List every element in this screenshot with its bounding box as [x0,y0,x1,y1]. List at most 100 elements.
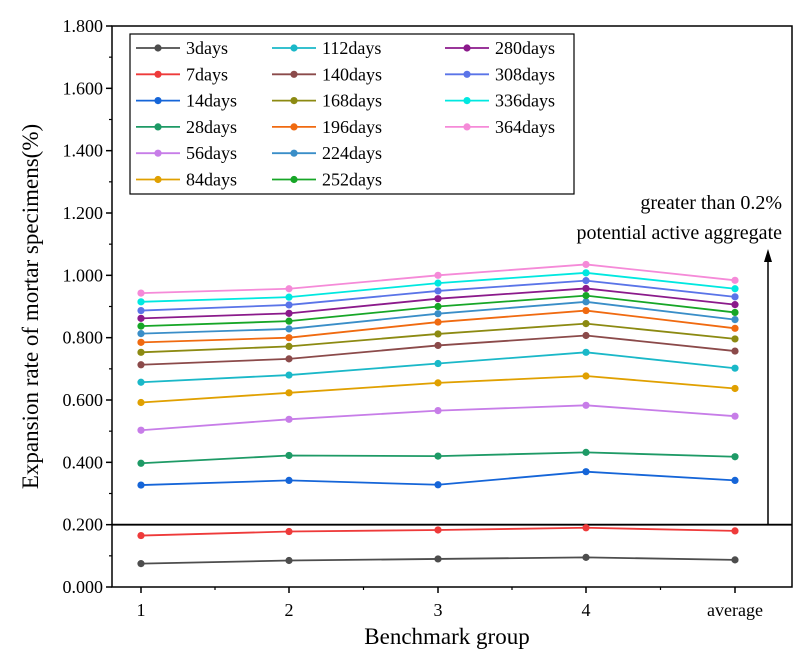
y-tick-label: 1.400 [63,141,104,161]
data-point [285,293,293,301]
legend-label: 308days [495,64,555,84]
data-point [137,348,145,356]
legend-label: 224days [322,143,382,163]
data-point [731,285,739,293]
data-point [731,556,739,564]
legend-swatch-marker [154,44,162,52]
legend-label: 7days [186,64,228,84]
data-point [137,481,145,489]
data-point [285,415,293,423]
legend-item: 336days [445,91,555,111]
legend-swatch-marker [290,70,298,78]
data-point [285,371,293,379]
data-point [434,310,442,318]
legend-swatch-marker [154,149,162,157]
data-point [434,406,442,415]
data-point [137,306,145,315]
data-point [137,298,145,306]
legend-item: 252days [272,170,382,190]
data-point [731,527,739,535]
legend-swatch-marker [290,149,298,157]
data-point [582,348,590,356]
series-196days [137,306,739,346]
data-point [434,526,442,534]
legend-label: 84days [186,170,237,190]
data-point [434,287,442,295]
data-point [285,527,293,536]
data-point [731,308,739,317]
data-point [731,476,739,485]
legend-swatch-marker [463,123,471,131]
series-3days [137,553,739,568]
data-point [434,379,442,387]
data-point [137,398,145,407]
data-point [731,276,739,284]
x-tick-label: 1 [137,600,146,620]
y-tick-label: 0.200 [63,515,104,535]
legend-item: 280days [445,38,555,58]
x-axis-title: Benchmark group [364,624,529,649]
chart-series [137,260,739,568]
data-point [582,448,590,456]
threshold-arrow-head [764,249,772,262]
series-252days [137,291,739,330]
data-point [285,476,293,485]
legend-label: 56days [186,143,237,163]
y-tick-label: 0.600 [63,390,104,410]
legend-label: 336days [495,91,555,111]
legend-item: 28days [136,117,237,137]
y-tick-label: 0.800 [63,328,104,348]
data-point [582,401,590,409]
series-308days [137,277,739,315]
legend-item: 308days [445,64,555,84]
data-point [434,359,442,368]
legend-swatch-marker [290,175,298,184]
series-224days [137,298,739,338]
series-28days [137,448,739,467]
x-tick-label: 4 [582,600,591,620]
data-point [285,317,293,325]
legend-swatch-marker [463,97,471,105]
x-tick-label: average [707,600,763,620]
legend-swatch-marker [154,123,162,131]
data-point [434,452,442,460]
data-point [582,277,590,285]
legend-item: 140days [272,64,382,84]
legend-label: 3days [186,38,228,58]
data-point [582,298,590,306]
y-axis-title: Expansion rate of mortar specimens(%) [18,124,43,489]
legend-swatch-marker [154,70,162,78]
data-point [285,325,293,333]
data-point [137,314,145,322]
series-336days [137,269,739,306]
chart-axes: 0.000 0.200 0.400 0.600 0.800 1.000 1.200 1.400… [18,16,793,649]
y-tick-label: 1.800 [63,16,104,36]
data-point [137,330,145,338]
data-point [285,285,293,293]
data-point [731,347,739,355]
legend-swatch-marker [463,44,471,52]
series-280days [137,284,739,322]
data-point [285,301,293,309]
data-point [434,302,442,311]
data-point [582,284,590,293]
legend-label: 168days [322,91,382,111]
data-point [731,384,739,393]
data-point [434,271,442,279]
data-point [582,553,590,561]
data-point [137,459,145,467]
data-point [434,330,442,338]
legend-item: 3days [136,38,228,58]
data-point [434,295,442,303]
data-point [137,338,145,346]
series-14days [137,468,739,489]
legend-label: 252days [322,170,382,190]
x-tick-label: 2 [285,600,294,620]
data-point [582,524,590,532]
data-point [582,468,590,476]
legend-box [129,33,575,195]
legend-swatch-marker [290,97,298,105]
legend-swatch-marker [290,44,298,52]
data-point [434,341,442,350]
